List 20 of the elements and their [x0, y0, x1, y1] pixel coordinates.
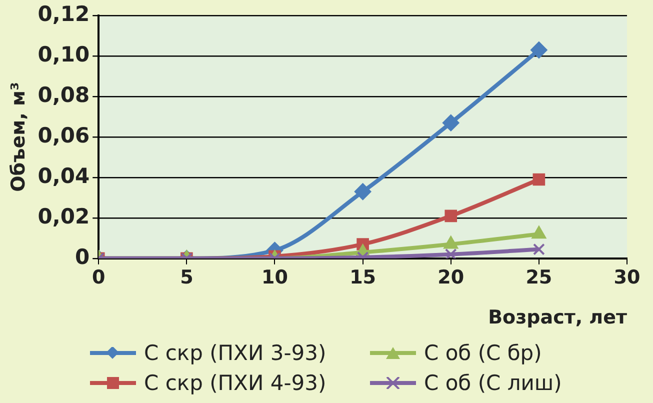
x-tick-label: 20 [438, 266, 464, 289]
y-tick-label: 0 [74, 244, 90, 269]
y-tick-label: 0,08 [38, 82, 90, 107]
y-tick-label: 0,12 [38, 2, 90, 26]
x-tick-label: 5 [180, 266, 194, 289]
x-tick-label: 0 [92, 266, 106, 289]
x-tick-label: 30 [614, 266, 640, 289]
x-axis-title: Возраст, лет [488, 306, 627, 329]
x-tick-label: 10 [262, 266, 288, 289]
legend-label: С скр (ПХИ 3-93) [144, 341, 326, 365]
legend-label: С об (С лиш) [424, 371, 562, 395]
x-tick-label: 25 [526, 266, 552, 289]
y-axis-title: Объем, м³ [7, 82, 30, 192]
y-tick-label: 0,02 [38, 204, 90, 228]
y-tick-label: 0,10 [38, 42, 90, 67]
y-tick-label: 0,06 [38, 123, 90, 148]
legend-label: С об (С бр) [424, 341, 542, 365]
y-tick-label: 0,04 [38, 164, 90, 188]
x-tick-label: 15 [350, 266, 376, 289]
legend-label: С скр (ПХИ 4-93) [144, 371, 326, 395]
